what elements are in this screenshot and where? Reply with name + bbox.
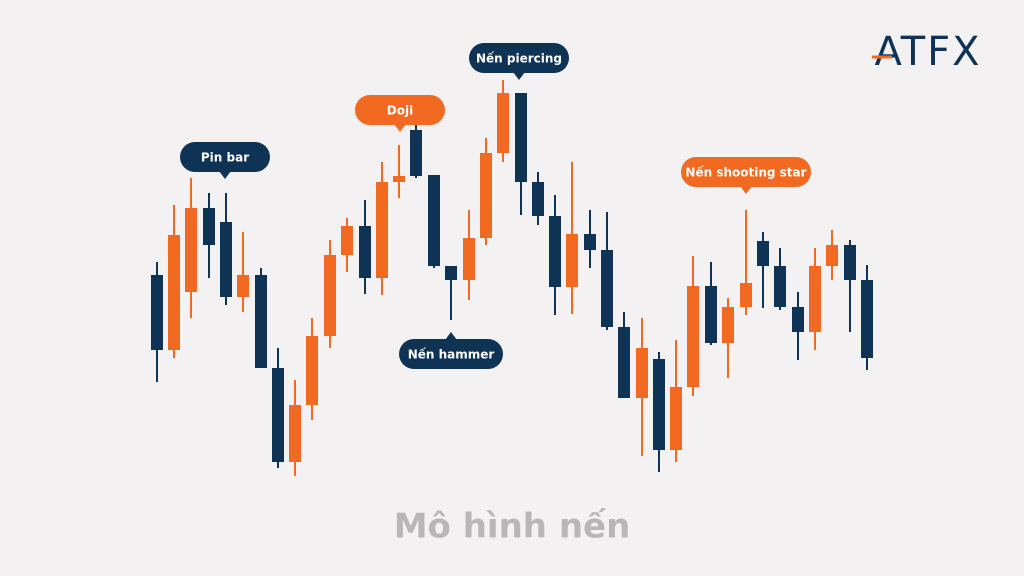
candle-body xyxy=(826,245,838,266)
candle-body xyxy=(653,359,665,450)
candle-body xyxy=(515,93,527,182)
candle-body xyxy=(566,234,578,287)
candle-body xyxy=(237,275,249,297)
callout-pill xyxy=(180,142,270,172)
candle-body xyxy=(636,348,648,398)
candle-body xyxy=(185,208,197,292)
callout-label: Nến hammer xyxy=(408,348,495,362)
candle-body xyxy=(359,226,371,278)
candle-body xyxy=(393,176,405,182)
candle-body xyxy=(324,255,336,336)
candle-body xyxy=(168,235,180,350)
callout: Nến shooting star xyxy=(681,157,811,194)
callout-label: Pin bar xyxy=(201,151,249,165)
callout-label: Nến piercing xyxy=(476,52,562,66)
callout-pointer xyxy=(219,171,231,179)
candle-body xyxy=(306,336,318,405)
candle-body xyxy=(480,153,492,238)
candle-body xyxy=(289,405,301,462)
logo: ATFX xyxy=(872,29,981,75)
candle-body xyxy=(861,280,873,358)
logo-text: ATFX xyxy=(874,29,981,75)
candles xyxy=(151,80,873,476)
candle-body xyxy=(463,238,475,280)
callout: Pin bar xyxy=(180,142,270,179)
candle-body xyxy=(670,387,682,450)
callout-pointer xyxy=(394,124,406,132)
candle-body xyxy=(722,307,734,343)
callout-pill xyxy=(681,157,811,187)
caption: Mô hình nến xyxy=(394,507,631,547)
callout: Doji xyxy=(355,95,445,132)
candle-body xyxy=(497,93,509,153)
candle-body xyxy=(428,175,440,266)
callout-label: Doji xyxy=(387,104,413,118)
candle-body xyxy=(705,286,717,343)
callout-pointer xyxy=(740,186,752,194)
candle-body xyxy=(376,182,388,278)
candle-body xyxy=(687,286,699,387)
candle-body xyxy=(757,241,769,266)
candle-body xyxy=(341,226,353,255)
callout-pill xyxy=(469,43,569,73)
candle-body xyxy=(584,234,596,250)
candle-body xyxy=(151,275,163,350)
callout-pointer xyxy=(513,72,525,80)
candle-body xyxy=(220,222,232,297)
candle-body xyxy=(844,245,856,280)
callouts: Pin bar Doji Nến piercing Nến hammer Nến sho… xyxy=(180,43,811,369)
candle-body xyxy=(618,327,630,398)
callout-label: Nến shooting star xyxy=(685,166,806,180)
candle-body xyxy=(774,266,786,307)
callout-pill xyxy=(355,95,445,125)
candle-body xyxy=(532,182,544,216)
candle-body xyxy=(203,208,215,245)
candle-body xyxy=(792,307,804,332)
candle-body xyxy=(410,130,422,176)
callout-pill xyxy=(399,339,503,369)
candle-body xyxy=(445,266,457,280)
candle-body xyxy=(601,250,613,327)
callout: Nến hammer xyxy=(399,332,503,369)
candle-body xyxy=(272,368,284,462)
candle-body xyxy=(809,266,821,332)
candle-body xyxy=(255,275,267,368)
callout: Nến piercing xyxy=(469,43,569,80)
candle-body xyxy=(740,283,752,307)
candle-body xyxy=(549,216,561,287)
callout-pointer xyxy=(445,332,457,340)
